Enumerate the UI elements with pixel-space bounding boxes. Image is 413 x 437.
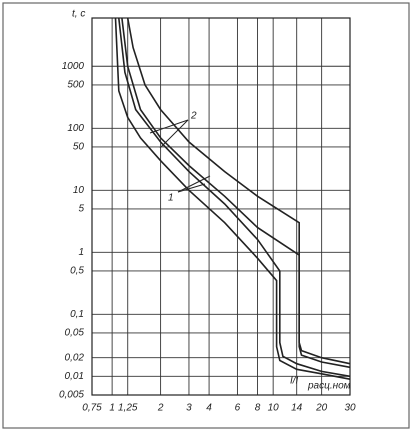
x-tick-label: 8 — [255, 403, 261, 414]
y-tick-label: 0,05 — [65, 328, 85, 339]
x-tick-label: 10 — [268, 403, 280, 414]
y-tick-label: 500 — [67, 80, 84, 91]
y-tick-label: 5 — [78, 204, 84, 215]
x-tick-label: 3 — [186, 403, 192, 414]
annotation: 1 — [168, 193, 174, 204]
y-tick-label: 100 — [67, 123, 84, 134]
x-tick-label: 1,25 — [118, 403, 138, 414]
curve — [114, 17, 351, 380]
frame — [2, 2, 410, 429]
curve — [118, 17, 351, 378]
x-tick-label: 4 — [206, 403, 212, 414]
x-tick-label: 14 — [291, 403, 303, 414]
y-tick-label: 0,005 — [59, 390, 84, 401]
y-tick-label: 0,01 — [65, 371, 84, 382]
curve — [121, 17, 351, 369]
annotation: 2 — [190, 111, 197, 122]
leader-line — [159, 119, 189, 149]
y-tick-label: 0,1 — [70, 309, 84, 320]
y-tick-label: 50 — [73, 142, 85, 153]
x-axis-label-sub: расц.ном — [307, 381, 351, 392]
plot-border — [91, 17, 351, 396]
y-tick-label: 1000 — [62, 61, 85, 72]
y-axis-label: t, c — [72, 9, 85, 20]
x-tick-label: 6 — [235, 403, 241, 414]
x-axis-label: I/I — [290, 376, 299, 387]
x-tick-label: 0,75 — [82, 403, 102, 414]
y-tick-label: 0,5 — [70, 266, 84, 277]
x-tick-label: 1 — [109, 403, 115, 414]
x-tick-label: 30 — [344, 403, 356, 414]
y-tick-label: 0,02 — [65, 352, 85, 363]
x-tick-label: 20 — [315, 403, 328, 414]
y-tick-label: 1 — [78, 247, 84, 258]
y-tick-label: 10 — [73, 185, 85, 196]
curve — [126, 17, 351, 365]
x-tick-label: 2 — [157, 403, 164, 414]
